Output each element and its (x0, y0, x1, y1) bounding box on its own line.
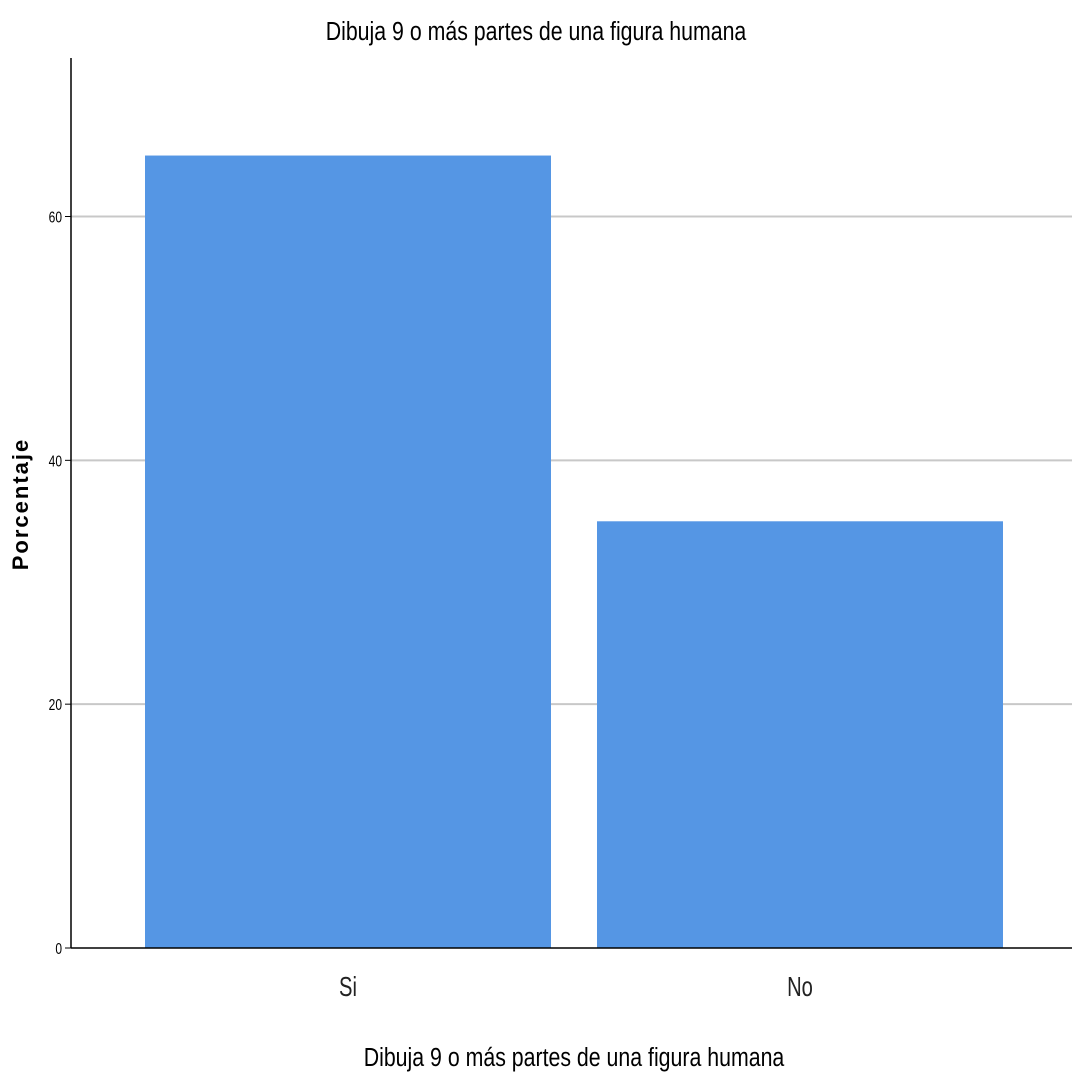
bars (145, 155, 1003, 948)
chart-title: Dibuja 9 o más partes de una figura huma… (326, 17, 747, 47)
y-tick-label: 60 (49, 208, 62, 226)
y-axis-ticks: 0 20 40 60 (49, 208, 71, 957)
y-tick-label: 0 (55, 939, 62, 957)
y-tick-label: 40 (49, 452, 62, 470)
y-axis-label: Porcentaje (8, 438, 33, 571)
axes (70, 58, 1072, 949)
x-tick-label: Si (339, 972, 357, 1003)
y-tick-label: 20 (49, 695, 62, 713)
x-axis-ticks: Si No (339, 972, 813, 1003)
x-tick-label: No (787, 972, 813, 1003)
x-axis-label: Dibuja 9 o más partes de una figura huma… (364, 1043, 785, 1073)
bar-si (145, 155, 551, 948)
bar-no (597, 521, 1003, 948)
